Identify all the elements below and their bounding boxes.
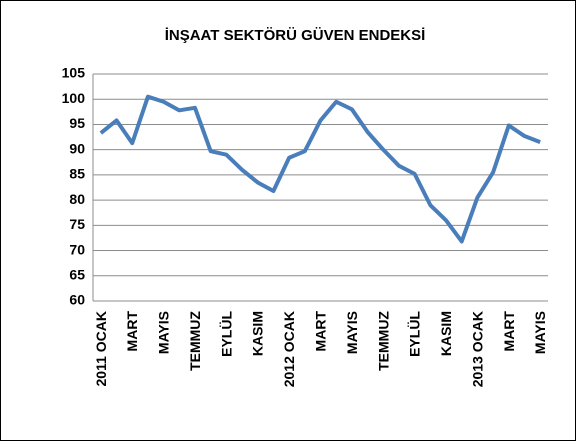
- y-tick-label: 90: [69, 140, 85, 156]
- x-tick-label: EYLÜL: [218, 311, 234, 357]
- y-tick-label: 75: [69, 216, 85, 232]
- y-tick-label: 65: [69, 266, 85, 282]
- x-tick-label: TEMMUZ: [187, 311, 203, 371]
- x-tick-label: MAYIS: [344, 311, 360, 354]
- x-tick-label: 2012 OCAK: [281, 311, 297, 387]
- x-tick-label: EYLÜL: [407, 311, 423, 357]
- x-tick-label: MART: [313, 311, 329, 352]
- x-tick-label: KASIM: [250, 311, 266, 356]
- x-tick-label: MAYIS: [156, 311, 172, 354]
- chart-title: İNŞAAT SEKTÖRÜ GÜVEN ENDEKSİ: [165, 27, 426, 44]
- x-tick-label: MART: [501, 311, 517, 352]
- y-tick-label: 100: [62, 90, 86, 106]
- data-line: [99, 94, 541, 244]
- y-tick-label: 60: [69, 292, 85, 308]
- y-tick-label: 80: [69, 191, 85, 207]
- x-tick-label: KASIM: [438, 311, 454, 356]
- y-tick-label: 70: [69, 241, 85, 257]
- y-tick-label: 95: [69, 115, 85, 131]
- y-tick-label: 105: [62, 65, 86, 81]
- x-tick-label: MART: [124, 311, 140, 352]
- x-tick-label: 2011 OCAK: [93, 311, 109, 386]
- y-tick-label: 85: [69, 166, 85, 182]
- x-tick-label: MAYIS: [532, 311, 548, 354]
- x-tick-label: 2013 OCAK: [469, 311, 485, 387]
- x-tick-label: TEMMUZ: [375, 311, 391, 371]
